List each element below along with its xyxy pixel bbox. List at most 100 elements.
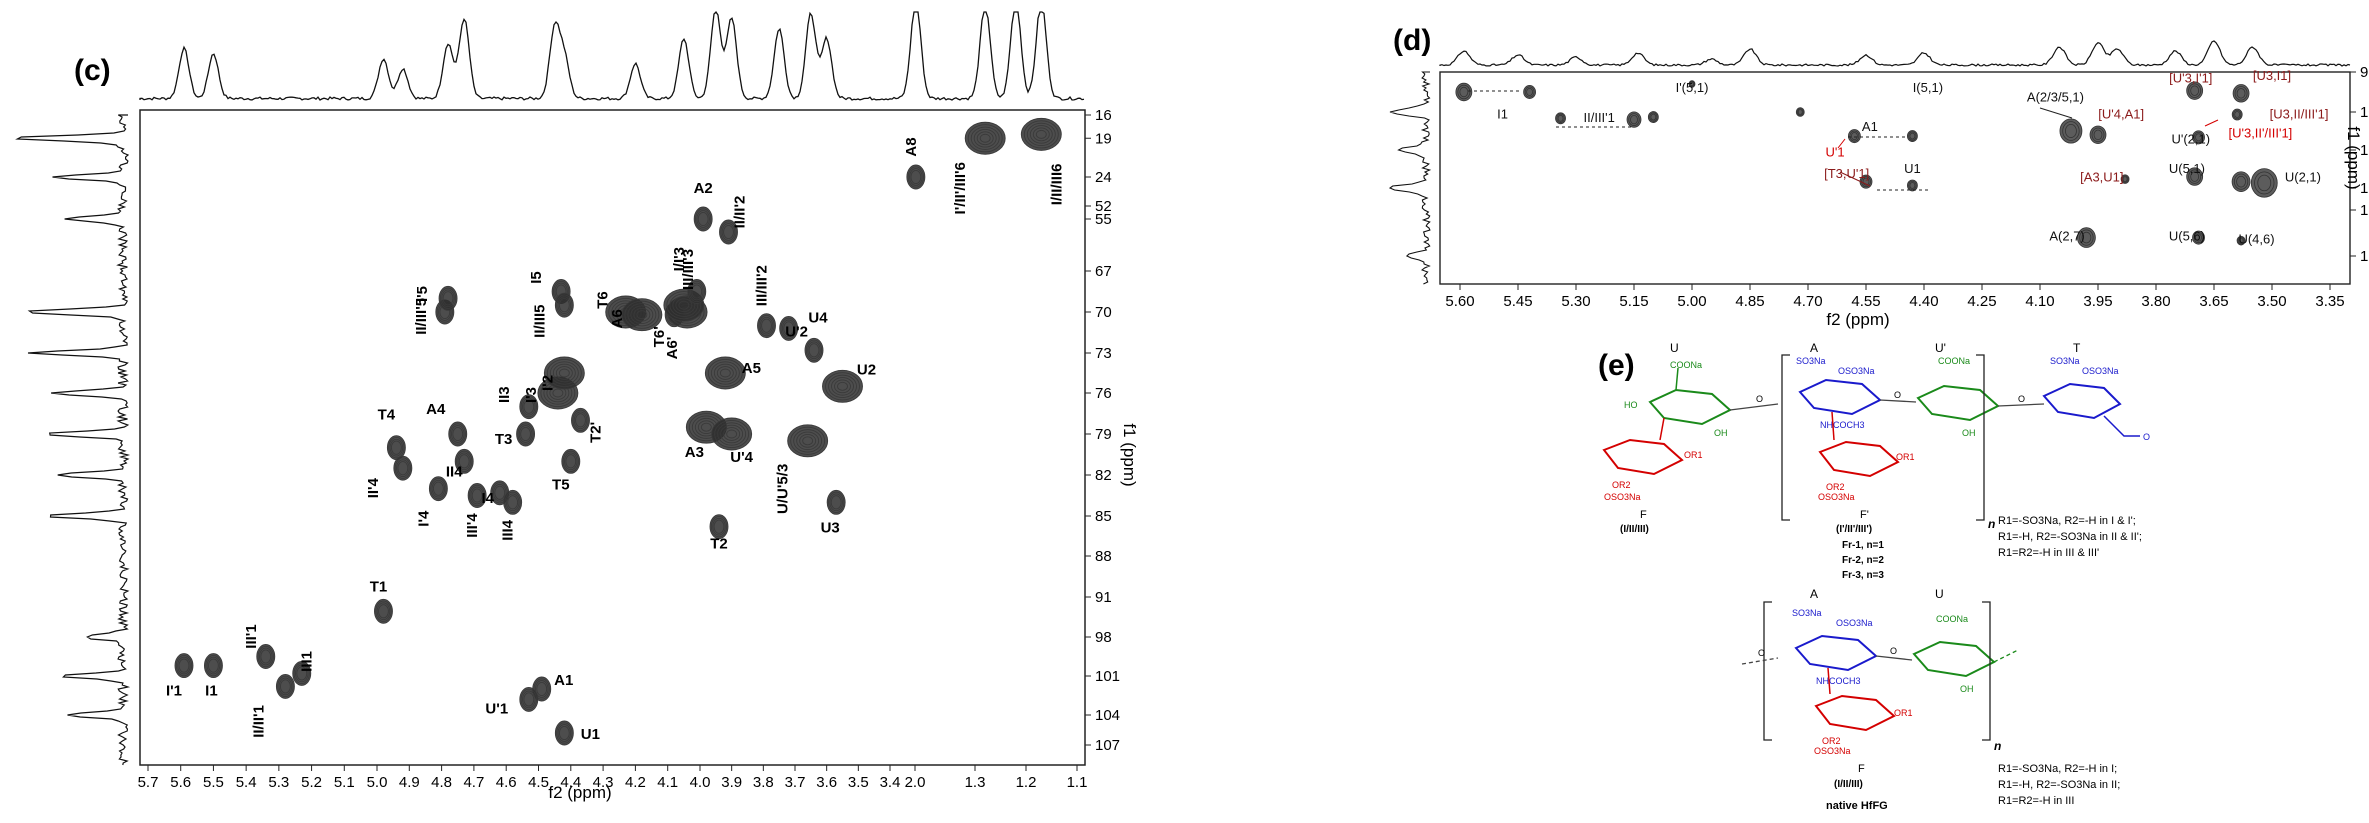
d-peak-contour-1-1 — [1524, 86, 1535, 98]
d-peak-13 — [2232, 84, 2250, 103]
d-peak-contour-14-1 — [2193, 131, 2204, 143]
d-peak-contour-13-1 — [2234, 86, 2248, 101]
e-bottom-ring-u — [1912, 640, 1996, 678]
c-peak-contour-22-3 — [575, 413, 586, 428]
d-xtick-label-1: 5.45 — [1503, 293, 1532, 310]
c-peak-contour-5-2 — [376, 602, 391, 621]
c-peak-label-44: U1 — [581, 726, 600, 743]
c-peak-contour-33-3 — [713, 363, 737, 383]
c-peak-contour-22-1 — [572, 409, 589, 431]
c-peak-contour-23-1 — [562, 450, 579, 472]
d-peak-contour-23-1 — [1689, 81, 1695, 87]
c-peak-label-26: T6' — [651, 326, 668, 347]
c-peak-contour-36-3 — [808, 343, 820, 358]
c-peak-label-19: II/III5 — [531, 304, 548, 337]
d-peak-23 — [1688, 80, 1696, 88]
d-peak-contour-3-2 — [1630, 115, 1638, 125]
c-peak-contour-25-2 — [627, 303, 657, 327]
d-arrow-1 — [2039, 107, 2073, 119]
e-bottom-link-a-u — [1875, 655, 1913, 661]
e-top-residue-a: A — [1810, 341, 1818, 355]
e-link-up-t — [1997, 403, 2045, 407]
c-peak-contour-25-1 — [624, 300, 660, 329]
d-peak-contour-0-1 — [1457, 84, 1471, 100]
c-peak-contour-47-2 — [1026, 122, 1056, 147]
d-y-axis: 98 101 104 107 175 178 — [2350, 64, 2369, 265]
d-peak-contour-12-2 — [2190, 85, 2200, 96]
c-peak-label-31: II/II'2 — [732, 196, 749, 229]
c-peak-contour-6-3 — [390, 440, 402, 455]
c-peak-45 — [906, 164, 926, 190]
d-xtick-label-11: 3.95 — [2083, 293, 2112, 310]
c-peak-contour-31-3 — [723, 224, 734, 240]
d-x-axis-label: f2 (ppm) — [1826, 310, 1889, 329]
d-arrow-3 — [1839, 171, 1871, 187]
d-peak-contour-6-2 — [1851, 132, 1858, 141]
d-label-4: A1 — [1862, 119, 1878, 134]
d-peak-contour-19-0 — [2076, 227, 2096, 248]
c-peak-contour-39-3 — [796, 431, 820, 451]
c-xtick-label-4: 5.3 — [268, 774, 289, 791]
c-peak-contour-46-1 — [967, 124, 1003, 153]
e-a-so3na-1: SO3Na — [1796, 356, 1826, 366]
d-peak-contour-21-2 — [2238, 237, 2244, 244]
e-bottom-bracket-right — [1982, 601, 1991, 741]
d-peak-contour-8-2 — [1862, 177, 1870, 186]
c-peak-4 — [292, 660, 312, 686]
c-peak-label-12: I4 — [481, 490, 494, 507]
c-peak-label-47: I/II/III6 — [1048, 164, 1065, 206]
c-xtick-label-9: 4.8 — [431, 774, 452, 791]
e-link-a-up — [1879, 399, 1917, 403]
c-peak-contour-20-5 — [552, 388, 564, 398]
e-bracket-left — [1781, 354, 1790, 521]
c-peak-contour-29-3 — [691, 284, 703, 299]
d-peak-contour-15-0 — [2231, 108, 2243, 121]
c-peak-25 — [621, 298, 663, 332]
e-bottom-f-sub: (I/II/III) — [1834, 779, 1863, 790]
d-peak-contour-9-0 — [1907, 179, 1918, 192]
c-peak-contour-17-1 — [520, 396, 537, 418]
c-ytick-label-3: 52 — [1095, 198, 1112, 215]
e-top-note-1: R1=-SO3Na, R2=-H in I & I'; — [1998, 515, 2136, 527]
e-fp-or1: OR1 — [1896, 452, 1915, 462]
c-peak-label-13: III4 — [500, 519, 517, 541]
e-bottom-structure: A U O SO3Na OSO3Na NHCOCH3 OR1 OR2 OSO3N… — [1741, 587, 2120, 812]
c-peak-contour-6-1 — [388, 437, 405, 459]
e-bottom-tail-left — [1741, 657, 1779, 665]
e-bottom-note-1: R1=-SO3Na, R2=-H in I; — [1998, 763, 2117, 775]
e-bottom-note-2: R1=-H, R2=-SO3Na in II; — [1998, 779, 2120, 791]
d-peak-16 — [2186, 167, 2204, 186]
c-peak-contour-16-2 — [441, 289, 455, 308]
c-peak-contour-47-5 — [1035, 129, 1047, 139]
c-peak-35 — [711, 417, 753, 451]
c-peak-label-37: U'2 — [785, 323, 808, 340]
c-peak-0 — [174, 653, 194, 679]
e-fraction-2: Fr-2, n=2 — [1842, 555, 1884, 566]
e-top-residue-t: T — [2073, 341, 2081, 355]
d-left-projection — [1388, 71, 1432, 285]
c-peak-contour-32-2 — [759, 316, 774, 335]
d-xtick-label-4: 5.00 — [1677, 293, 1706, 310]
c-xtick-label-19: 3.8 — [753, 774, 774, 791]
d-label-15: [A3,U1] — [2080, 170, 2123, 185]
c-peak-contour-35-5 — [726, 429, 738, 439]
d-peak-contour-1-2 — [1526, 88, 1533, 97]
e-f-or2: OR2 — [1612, 480, 1631, 490]
e-bottom-bracket-left — [1763, 601, 1772, 741]
c-peak-contour-8-2 — [431, 479, 446, 498]
c-peak-17 — [519, 394, 539, 420]
d-y-axis-label: f1 (ppm) — [2344, 126, 2363, 189]
e-fraction-3: Fr-3, n=3 — [1842, 570, 1884, 581]
c-peak-contour-37-3 — [783, 321, 795, 336]
e-bottom-u-coona: COONa — [1936, 614, 1968, 624]
d-peak-contour-23-2 — [1690, 81, 1694, 87]
d-peak-contour-2-0 — [1555, 112, 1566, 125]
d-peak-contour-17-2 — [2257, 174, 2272, 192]
c-xtick-label-22: 3.5 — [848, 774, 869, 791]
c-peak-contour-3-3 — [279, 679, 291, 694]
e-ring-f — [1602, 438, 1684, 476]
c-peak-contour-32-3 — [761, 318, 772, 333]
d-plot-frame — [1439, 71, 2351, 285]
c-peak-contour-25-4 — [633, 307, 651, 322]
